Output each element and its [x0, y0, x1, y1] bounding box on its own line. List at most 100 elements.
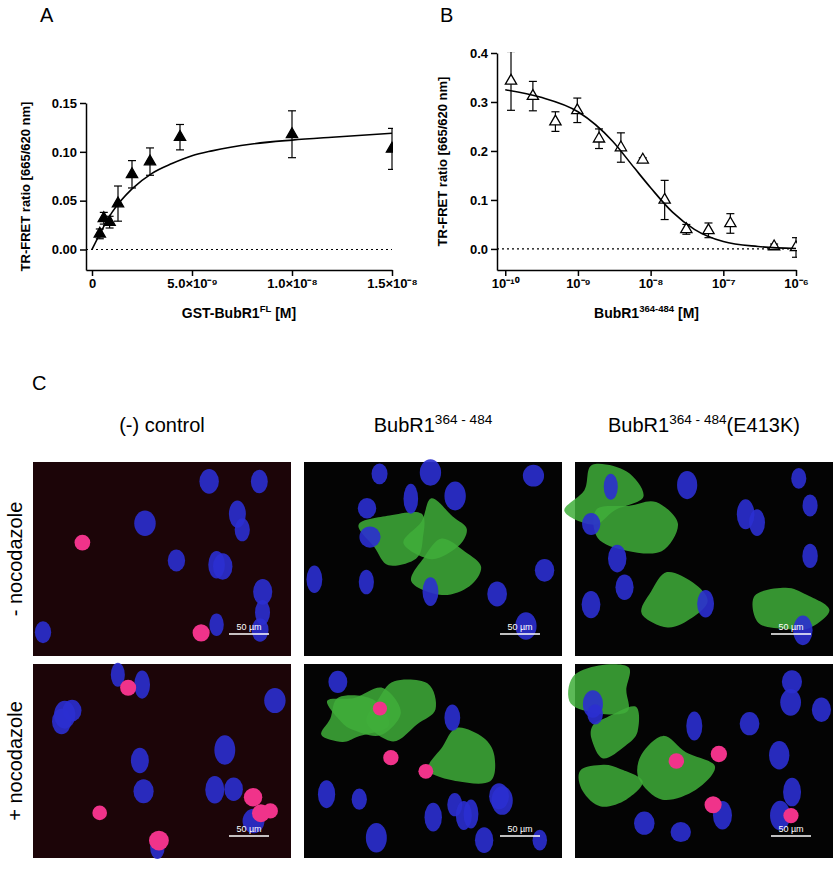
- mitotic-cell: [711, 746, 727, 762]
- cell-body: [327, 688, 401, 736]
- data-point: [174, 131, 185, 141]
- cell-nucleus: [213, 553, 232, 579]
- plot-area: [92, 111, 393, 250]
- cell-nucleus: [686, 712, 702, 741]
- error-bar-cap: [176, 124, 184, 125]
- cell-nucleus: [783, 778, 801, 807]
- mitotic-cell: [149, 831, 169, 851]
- scale-bar-label: 50 µm: [507, 622, 532, 632]
- cell-nucleus: [475, 827, 493, 853]
- cell-nucleus: [131, 748, 149, 774]
- chart: 10⁻¹⁰10⁻⁹10⁻⁸10⁻⁷10⁻⁶0.00.10.20.30.4BTR-…: [435, 4, 809, 321]
- x-tick-label: 10⁻⁶: [784, 276, 808, 291]
- scale-bar: [500, 633, 540, 635]
- error-bar-cap: [661, 180, 669, 181]
- x-tick-mark: [192, 270, 194, 276]
- image-panel: C(-) controlBubR1364 - 484BubR1364 - 484…: [4, 372, 833, 859]
- cell-nucleus: [677, 471, 697, 499]
- data-point: [790, 241, 797, 251]
- x-tick: 10⁻⁶: [784, 270, 808, 291]
- y-tick-mark: [80, 200, 86, 202]
- scale-bar: [500, 835, 540, 837]
- y-tick-mark: [491, 200, 497, 202]
- cell-nucleus: [251, 470, 268, 493]
- x-tick-mark: [578, 270, 580, 276]
- mitotic-cell: [418, 764, 433, 779]
- cell-nucleus: [318, 780, 335, 808]
- scale-bar: [229, 633, 269, 635]
- micrograph-background: [575, 462, 833, 656]
- mitotic-cell: [383, 750, 398, 765]
- error-bar-cap: [573, 122, 581, 123]
- y-tick: 0.15: [52, 96, 86, 111]
- error-bar-cap: [661, 219, 669, 220]
- cell-nucleus: [359, 526, 380, 547]
- y-axis-title: TR-FRET ratio [665/620 nm]: [18, 102, 33, 272]
- y-tick-label: 0.0: [470, 242, 488, 257]
- cell-nucleus: [535, 559, 554, 582]
- micrograph: 50 µm: [568, 664, 833, 858]
- cell-nucleus: [812, 698, 831, 722]
- error-bar-cap: [114, 185, 122, 186]
- cell-nucleus: [582, 513, 600, 535]
- cell-nucleus: [604, 474, 618, 500]
- y-tick-label: 0.2: [470, 144, 488, 159]
- x-tick-label: 1.0×10⁻⁸: [267, 276, 317, 291]
- y-tick-mark: [80, 249, 86, 251]
- label-superscript: 364 - 484: [669, 412, 727, 427]
- y-tick-label: 0.3: [470, 95, 488, 110]
- label-suffix: [M]: [271, 305, 296, 321]
- cell-nucleus: [205, 776, 224, 803]
- cell-nucleus: [464, 799, 479, 828]
- y-tick-label: 0.15: [52, 96, 77, 111]
- cell-nucleus: [523, 465, 544, 487]
- error-bar-cap: [726, 213, 734, 214]
- micrograph: 50 µm: [304, 459, 562, 656]
- x-axis-title: BubR1364-484 [M]: [594, 303, 699, 321]
- row-label: - nocodazole: [4, 502, 26, 617]
- y-tick: 0.0: [470, 242, 497, 257]
- error-bar-cap: [792, 257, 797, 258]
- x-tick-label: 10⁻⁷: [712, 276, 736, 291]
- cell-nucleus: [54, 701, 75, 729]
- error-bar-cap: [114, 221, 122, 222]
- y-tick-label: 0.4: [470, 46, 489, 61]
- micrograph: 50 µm: [33, 462, 291, 656]
- x-tick-label: 0: [89, 276, 96, 291]
- cell-nucleus: [352, 789, 367, 810]
- error-bar-cap: [551, 131, 559, 132]
- micrograph-background: [33, 664, 291, 858]
- scale-bar-label: 50 µm: [778, 622, 803, 632]
- fit-curve: [92, 133, 392, 249]
- data-point: [126, 168, 137, 178]
- data-point: [286, 128, 297, 138]
- data-point: [725, 217, 736, 227]
- x-axis-title: GST-BubR1FL [M]: [182, 303, 296, 321]
- cell-nucleus: [423, 577, 439, 606]
- x-tick-label: 10⁻⁸: [639, 276, 664, 291]
- cell-nucleus: [420, 459, 441, 485]
- y-tick-mark: [491, 151, 497, 153]
- mitotic-cell: [669, 753, 684, 768]
- cell-nucleus: [444, 705, 460, 731]
- cell-nucleus: [791, 468, 806, 489]
- error-bar-cap: [128, 160, 136, 161]
- error-bar-cap: [106, 227, 114, 228]
- error-bar-cap: [146, 147, 154, 148]
- reference-line: [497, 248, 796, 249]
- x-axis-line: [87, 270, 393, 272]
- x-tick-mark: [392, 270, 394, 276]
- x-tick: 5.0×10⁻⁹: [167, 270, 217, 291]
- scale-bar-label: 50 µm: [236, 622, 261, 632]
- y-tick-label: 0.00: [52, 242, 77, 257]
- scale-bar: [229, 835, 269, 837]
- y-tick: 0.2: [470, 144, 497, 159]
- error-bar-cap: [388, 169, 393, 170]
- x-tick-mark: [796, 270, 798, 276]
- x-tick-mark: [292, 270, 294, 276]
- y-axis: 0.000.050.100.15: [52, 96, 87, 271]
- cell-nucleus: [780, 689, 801, 716]
- cell-nucleus: [306, 566, 322, 593]
- x-tick: 10⁻⁹: [566, 270, 591, 291]
- error-bar-cap: [617, 162, 625, 163]
